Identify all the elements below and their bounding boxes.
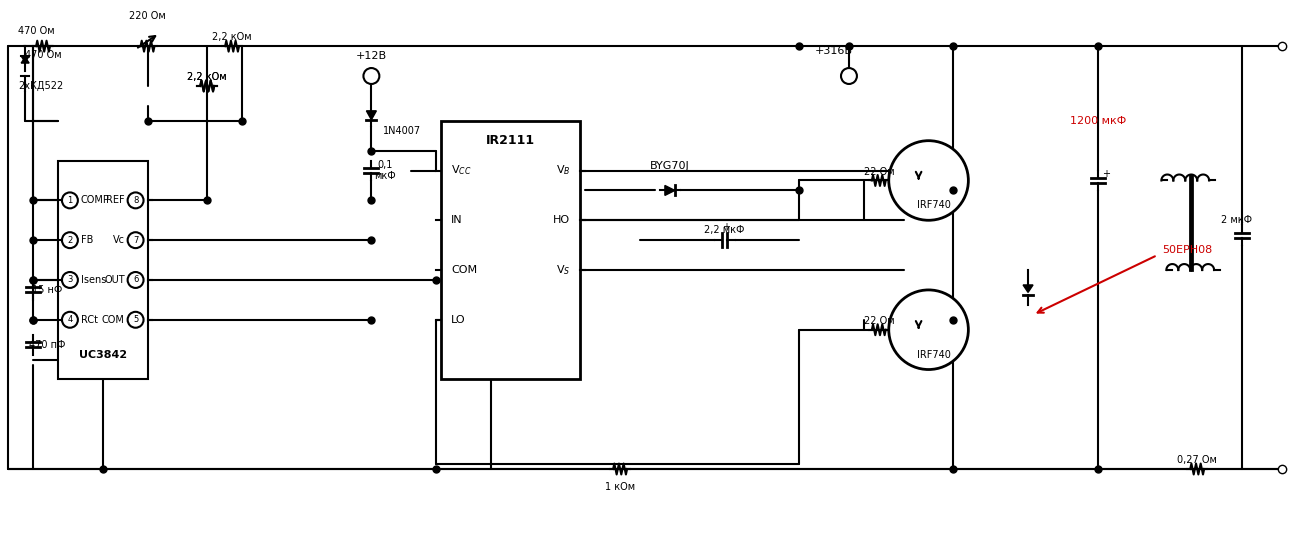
Text: COM: COM xyxy=(451,265,477,275)
Text: 0,27 Ом: 0,27 Ом xyxy=(1178,455,1218,465)
Text: OUT: OUT xyxy=(104,275,125,285)
Circle shape xyxy=(62,192,77,208)
Text: 1 кОм: 1 кОм xyxy=(605,482,635,492)
Text: BYG70J: BYG70J xyxy=(650,161,690,170)
Polygon shape xyxy=(21,57,30,63)
Text: 4: 4 xyxy=(67,315,72,324)
Text: Isens: Isens xyxy=(81,275,106,285)
Text: 22 Ом: 22 Ом xyxy=(863,167,894,177)
Circle shape xyxy=(889,290,969,370)
Polygon shape xyxy=(21,56,30,62)
Text: +12В: +12В xyxy=(356,51,387,61)
Text: 2,2 кОм: 2,2 кОм xyxy=(187,72,227,82)
Text: 2 мкФ: 2 мкФ xyxy=(1222,215,1253,226)
Circle shape xyxy=(62,312,77,328)
Text: 1: 1 xyxy=(67,196,72,205)
Text: IRF740: IRF740 xyxy=(917,350,951,360)
Text: COMP: COMP xyxy=(81,195,110,205)
Text: 2,2 мкФ: 2,2 мкФ xyxy=(704,226,744,235)
Circle shape xyxy=(128,312,143,328)
Circle shape xyxy=(364,68,379,84)
Circle shape xyxy=(128,232,143,248)
Text: RCt: RCt xyxy=(81,315,98,324)
Circle shape xyxy=(889,141,969,221)
Text: 15 нФ: 15 нФ xyxy=(32,285,62,295)
Text: IR2111: IR2111 xyxy=(486,134,535,147)
Text: IN: IN xyxy=(451,215,463,226)
Text: 2хКД522: 2хКД522 xyxy=(18,81,63,91)
Circle shape xyxy=(128,192,143,208)
Text: 7: 7 xyxy=(133,236,138,245)
Text: LO: LO xyxy=(451,315,466,324)
Text: V$_S$: V$_S$ xyxy=(556,263,570,277)
Text: 5: 5 xyxy=(133,315,138,324)
Text: 470 Ом: 470 Ом xyxy=(18,26,54,36)
Text: 220 Ом: 220 Ом xyxy=(129,12,166,21)
Text: IRF740: IRF740 xyxy=(917,200,951,210)
Text: 8: 8 xyxy=(133,196,138,205)
Text: HO: HO xyxy=(553,215,570,226)
Text: 0,1
мкФ: 0,1 мкФ xyxy=(374,160,396,182)
Text: +: + xyxy=(1102,169,1111,179)
Text: 2,2 кОм: 2,2 кОм xyxy=(213,32,252,42)
Circle shape xyxy=(62,272,77,288)
Text: +: + xyxy=(722,222,730,232)
Polygon shape xyxy=(366,111,377,120)
Text: 470 Ом: 470 Ом xyxy=(25,50,62,60)
Circle shape xyxy=(841,68,857,84)
Polygon shape xyxy=(1023,285,1033,293)
FancyBboxPatch shape xyxy=(58,161,147,380)
Text: 2: 2 xyxy=(67,236,72,245)
Text: 6: 6 xyxy=(133,276,138,284)
Text: 1200 мкФ: 1200 мкФ xyxy=(1069,116,1126,126)
Text: 2,2 кОм: 2,2 кОм xyxy=(187,72,227,82)
Text: +316В: +316В xyxy=(815,46,853,56)
Text: V$_{CC}$: V$_{CC}$ xyxy=(451,164,472,178)
Text: 470 пФ: 470 пФ xyxy=(28,340,66,350)
Text: UC3842: UC3842 xyxy=(79,350,126,360)
Text: 3: 3 xyxy=(67,276,72,284)
Text: FB: FB xyxy=(81,235,93,245)
Text: 1N4007: 1N4007 xyxy=(383,126,422,136)
Circle shape xyxy=(128,272,143,288)
Text: 22 Ом: 22 Ом xyxy=(863,316,894,326)
Text: Vc: Vc xyxy=(112,235,125,245)
Text: V$_B$: V$_B$ xyxy=(556,164,570,178)
FancyBboxPatch shape xyxy=(441,121,580,380)
Circle shape xyxy=(62,232,77,248)
Text: COM: COM xyxy=(102,315,125,324)
Polygon shape xyxy=(664,185,675,195)
Text: 50ЕРН08: 50ЕРН08 xyxy=(1162,245,1213,255)
Text: REF: REF xyxy=(106,195,125,205)
